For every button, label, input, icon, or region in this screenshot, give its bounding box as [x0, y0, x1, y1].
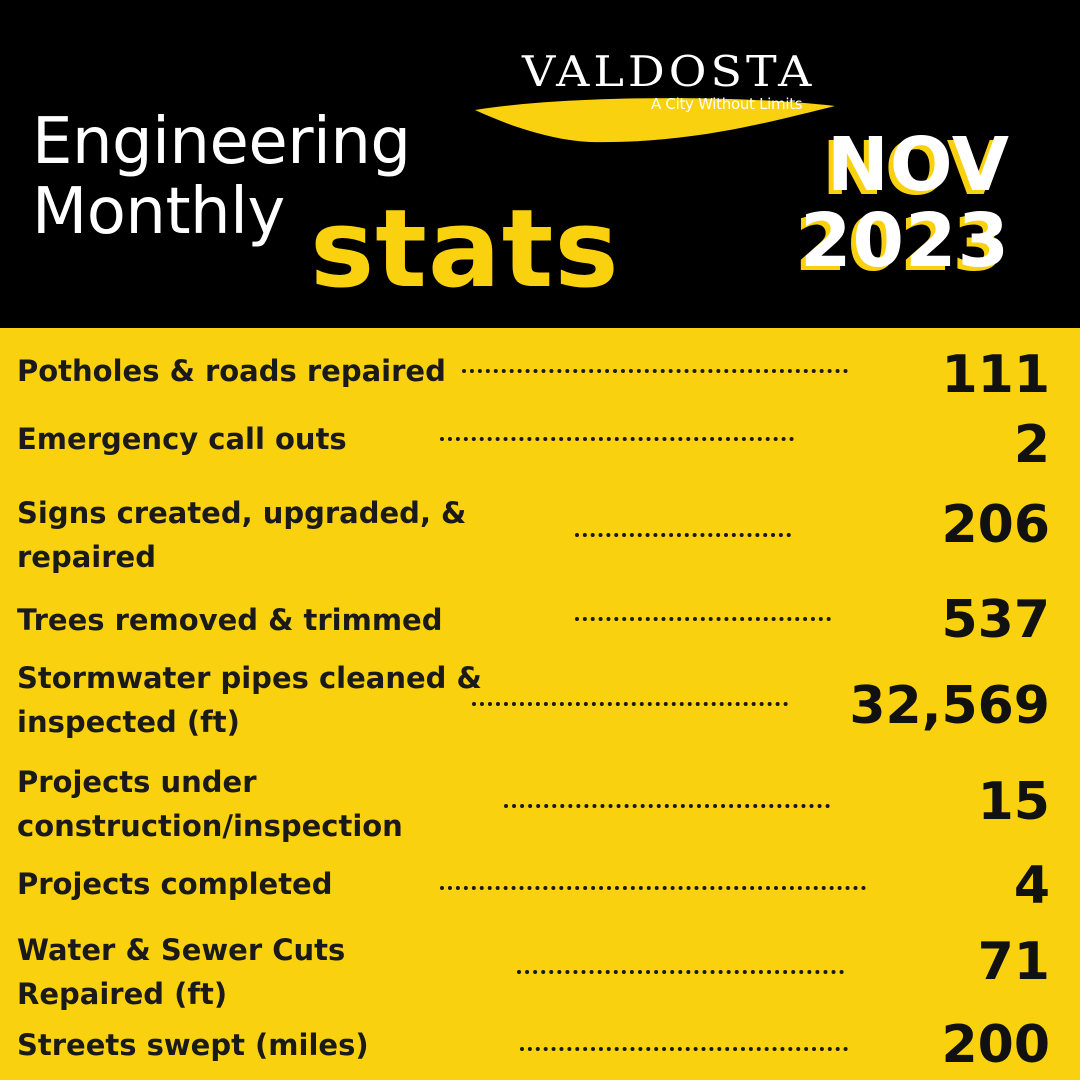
- stat-value: 537: [941, 590, 1050, 650]
- stat-label-line: Emergency call outs: [17, 422, 347, 456]
- stat-label-line: Potholes & roads repaired: [17, 354, 446, 388]
- stat-label-line: construction/inspection: [17, 809, 403, 843]
- dot-leader: [575, 617, 831, 621]
- title-line-2: Monthly: [32, 175, 285, 249]
- stat-label: Projects completed: [17, 862, 333, 906]
- stat-label: Trees removed & trimmed: [17, 598, 442, 642]
- stat-label: Signs created, upgraded, & repaired: [17, 491, 466, 579]
- stat-label-line: Water & Sewer Cuts: [17, 933, 346, 967]
- dot-leader: [504, 804, 830, 808]
- stat-label-line: Trees removed & trimmed: [17, 603, 443, 637]
- stat-label: Emergency call outs: [17, 417, 347, 461]
- stat-value: 111: [941, 345, 1050, 405]
- title-line-1: Engineering: [32, 105, 411, 179]
- stat-value: 200: [941, 1015, 1050, 1075]
- stat-value: 2: [1013, 415, 1050, 475]
- stat-label: Water & Sewer Cuts Repaired (ft): [17, 928, 345, 1016]
- dot-leader: [517, 970, 844, 974]
- logo-swoosh-icon: [475, 98, 835, 143]
- stat-value: 71: [977, 932, 1050, 992]
- report-year: 2023: [800, 198, 1010, 284]
- stat-value: 15: [977, 772, 1050, 832]
- dot-leader: [472, 702, 788, 706]
- stat-label-line: Repaired (ft): [17, 977, 228, 1011]
- stat-label-line: Projects completed: [17, 867, 333, 901]
- stat-value: 32,569: [849, 676, 1050, 736]
- dot-leader: [575, 533, 791, 537]
- stat-label: Streets swept (miles): [17, 1023, 369, 1067]
- stat-label-line: inspected (ft): [17, 705, 240, 739]
- stat-label-line: Stormwater pipes cleaned &: [17, 661, 482, 695]
- stat-label: Projects under construction/inspection: [17, 760, 403, 848]
- dot-leader: [440, 437, 794, 441]
- stat-value: 4: [1013, 856, 1050, 916]
- stat-label-line: repaired: [17, 540, 156, 574]
- stat-label: Potholes & roads repaired: [17, 349, 446, 393]
- stat-value: 206: [941, 495, 1050, 555]
- dot-leader: [440, 886, 866, 890]
- stat-label-line: Streets swept (miles): [17, 1028, 369, 1062]
- brand-name: VALDOSTA: [522, 46, 816, 96]
- header-banner: VALDOSTA A City Without Limits Engineeri…: [0, 0, 1080, 328]
- brand-tagline: A City Without Limits: [651, 95, 803, 113]
- report-month: NOV: [826, 122, 1010, 208]
- title-accent: stats: [310, 187, 620, 312]
- stat-label-line: Projects under: [17, 765, 257, 799]
- stat-label: Stormwater pipes cleaned & inspected (ft…: [17, 656, 482, 744]
- dot-leader: [462, 369, 848, 373]
- stat-label-line: Signs created, upgraded, &: [17, 496, 467, 530]
- dot-leader: [520, 1047, 848, 1051]
